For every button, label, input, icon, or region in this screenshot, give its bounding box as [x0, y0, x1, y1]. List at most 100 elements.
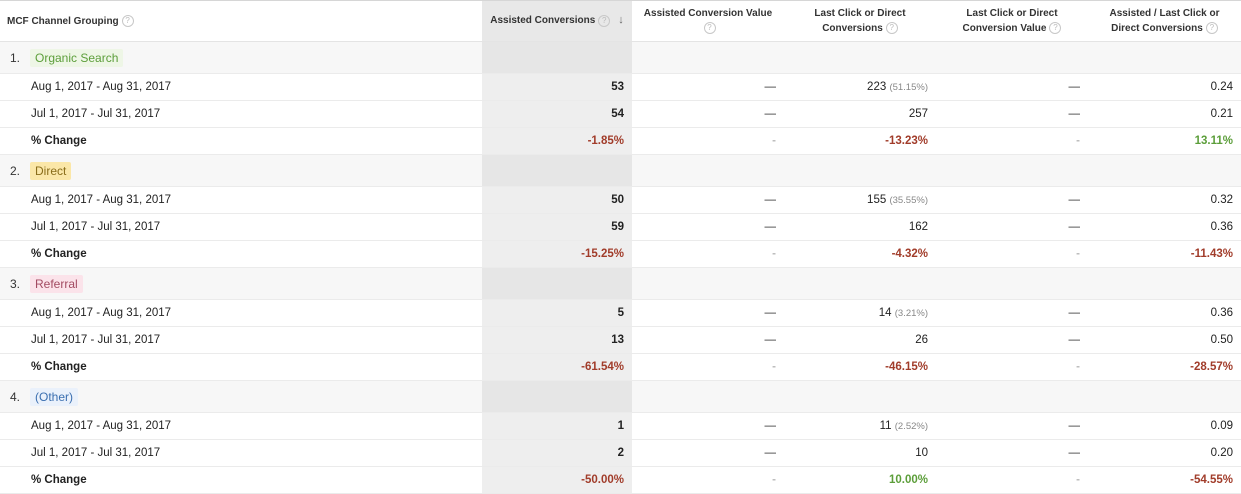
header-assisted-last-click-ratio[interactable]: Assisted / Last Click or Direct Conversi… [1088, 0, 1241, 42]
header-channel-grouping[interactable]: MCF Channel Grouping? [0, 0, 482, 42]
last-click-count: 223 [867, 81, 887, 93]
assisted-conversions-change: -1.85% [482, 127, 632, 155]
last-click-count: 257 [908, 108, 928, 120]
last-click-change: -13.23% [784, 127, 936, 155]
help-icon[interactable]: ? [121, 14, 134, 27]
assisted-last-click-ratio: 0.36 [1088, 213, 1241, 241]
header-assisted-conversion-value[interactable]: Assisted Conversion Value? [632, 0, 784, 42]
channel-name-link[interactable]: (Other) [30, 387, 79, 406]
last-click-count: 10 [915, 447, 928, 459]
channel-group-cell: 4. (Other) [0, 380, 482, 413]
channel-group-cell: 2. Direct [0, 154, 482, 187]
assisted-last-click-ratio: 0.36 [1088, 299, 1241, 327]
assisted-conversions-value: 53 [482, 73, 632, 101]
last-click-conversion-value: — [936, 186, 1088, 214]
assisted-conversions-value: 13 [482, 326, 632, 354]
help-icon[interactable]: ? [598, 14, 611, 27]
last-click-conversion-value: — [936, 299, 1088, 327]
assisted-conversions-value: 59 [482, 213, 632, 241]
assisted-value-change: - [632, 240, 784, 268]
group-number: 2. [10, 163, 21, 178]
date-range-row: Aug 1, 2017 - Aug 31, 2017 53—223 (51.15%… [0, 73, 1241, 101]
header-label: Last Click or Direct Conversions [814, 8, 906, 34]
channel-name-link[interactable]: Organic Search [30, 48, 124, 67]
channel-name-link[interactable]: Direct [30, 161, 72, 180]
channel-group-row: 3. Referral [0, 267, 1241, 300]
date-range-row: Aug 1, 2017 - Aug 31, 2017 5—14 (3.21%) —0… [0, 299, 1241, 327]
last-click-value-change: - [936, 353, 1088, 381]
assisted-conversion-value: — [632, 73, 784, 101]
group-empty-cell [784, 380, 936, 413]
last-click-conversions-value: 26 [784, 326, 936, 354]
assisted-conversion-value: — [632, 412, 784, 440]
assisted-conversion-value: — [632, 299, 784, 327]
date-range-label: Jul 1, 2017 - Jul 31, 2017 [0, 439, 482, 467]
help-icon[interactable]: ? [1205, 22, 1218, 35]
date-range-row: Jul 1, 2017 - Jul 31, 2017 59—162 —0.36 [0, 213, 1241, 241]
group-empty-cell [1088, 41, 1241, 74]
group-empty-cell [936, 41, 1088, 74]
assisted-last-click-ratio: 0.21 [1088, 100, 1241, 128]
last-click-share: (2.52%) [894, 421, 928, 432]
percent-change-row: % Change -50.00% -10.00% - -54.55% [0, 466, 1241, 494]
date-range-label: Aug 1, 2017 - Aug 31, 2017 [0, 299, 482, 327]
assisted-last-click-ratio: 0.50 [1088, 326, 1241, 354]
last-click-conversions-value: 162 [784, 213, 936, 241]
last-click-conversion-value: — [936, 439, 1088, 467]
group-empty-cell [632, 154, 784, 187]
group-assisted-cell [482, 154, 632, 187]
group-assisted-cell [482, 41, 632, 74]
assisted-conversions-value: 5 [482, 299, 632, 327]
assisted-conversions-value: 1 [482, 412, 632, 440]
assisted-conversions-change: -15.25% [482, 240, 632, 268]
channel-group-row: 4. (Other) [0, 380, 1241, 413]
channel-group-row: 1. Organic Search [0, 41, 1241, 74]
header-last-click-conversion-value[interactable]: Last Click or Direct Conversion Value? [936, 0, 1088, 42]
header-assisted-conversions[interactable]: Assisted Conversions? ↓ [482, 0, 632, 42]
date-range-label: Jul 1, 2017 - Jul 31, 2017 [0, 326, 482, 354]
header-last-click-conversions[interactable]: Last Click or Direct Conversions? [784, 0, 936, 42]
assisted-last-click-ratio: 0.32 [1088, 186, 1241, 214]
help-icon[interactable]: ? [703, 22, 716, 35]
group-empty-cell [1088, 380, 1241, 413]
assisted-conversions-change: -50.00% [482, 466, 632, 494]
last-click-count: 11 [879, 420, 892, 432]
last-click-conversion-value: — [936, 213, 1088, 241]
last-click-conversion-value: — [936, 100, 1088, 128]
header-label: Assisted Conversion Value [643, 8, 773, 19]
channel-group-row: 2. Direct [0, 154, 1241, 187]
last-click-count: 155 [867, 194, 887, 206]
channel-name-link[interactable]: Referral [30, 274, 83, 293]
percent-change-row: % Change -61.54% - -46.15% - -28.57% [0, 353, 1241, 381]
last-click-change: -4.32% [784, 240, 936, 268]
assisted-value-change: - [632, 466, 784, 494]
last-click-conversions-value: 257 [784, 100, 936, 128]
percent-change-label: % Change [0, 127, 482, 155]
group-assisted-cell [482, 267, 632, 300]
assisted-conversions-value: 50 [482, 186, 632, 214]
sort-descending-icon[interactable]: ↓ [618, 14, 624, 27]
ratio-change: 13.11% [1088, 127, 1241, 155]
date-range-label: Jul 1, 2017 - Jul 31, 2017 [0, 213, 482, 241]
group-empty-cell [936, 380, 1088, 413]
ratio-change: -54.55% [1088, 466, 1241, 494]
group-empty-cell [936, 154, 1088, 187]
help-icon[interactable]: ? [885, 22, 898, 35]
assisted-last-click-ratio: 0.09 [1088, 412, 1241, 440]
ratio-change: -28.57% [1088, 353, 1241, 381]
group-empty-cell [936, 267, 1088, 300]
last-click-conversions-value: 223 (51.15%) [784, 73, 936, 101]
assisted-conversion-value: — [632, 326, 784, 354]
date-range-row: Aug 1, 2017 - Aug 31, 2017 50—155 (35.55%… [0, 186, 1241, 214]
last-click-value-change: - [936, 127, 1088, 155]
last-click-conversions-value: 11 (2.52%) [784, 412, 936, 440]
ratio-change: -11.43% [1088, 240, 1241, 268]
last-click-count: 26 [915, 334, 928, 346]
date-range-label: Jul 1, 2017 - Jul 31, 2017 [0, 100, 482, 128]
help-icon[interactable]: ? [1049, 22, 1062, 35]
percent-change-label: % Change [0, 466, 482, 494]
header-row: MCF Channel Grouping? Assisted Conversio… [0, 0, 1241, 42]
last-click-value-change: - [936, 240, 1088, 268]
percent-change-row: % Change -1.85% - -13.23% -13.11% [0, 127, 1241, 155]
